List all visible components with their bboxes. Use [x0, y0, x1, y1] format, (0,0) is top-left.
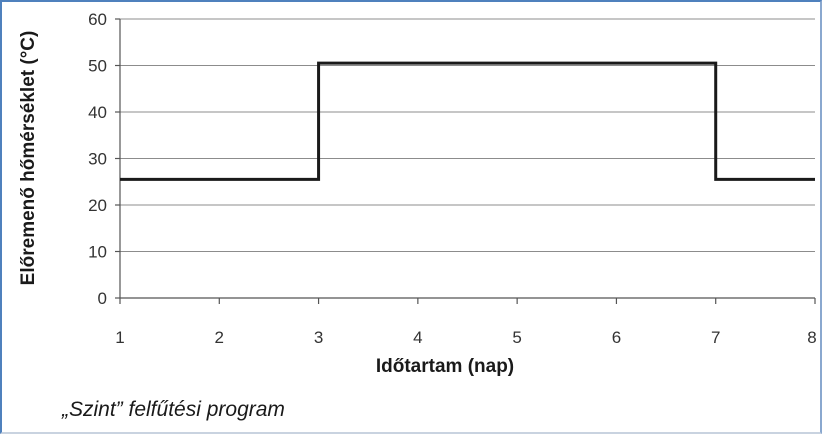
y-tick-label-60: 60	[88, 10, 107, 29]
x-tick-label-5: 5	[512, 328, 521, 347]
y-tick-label-0: 0	[98, 289, 107, 308]
x-tick-label-4: 4	[413, 328, 422, 347]
y-tick-label-20: 20	[88, 196, 107, 215]
x-tick-label-8: 8	[807, 328, 816, 347]
y-axis-label: Előremenő hőmérséklet (°C)	[18, 31, 39, 286]
x-axis-label: Időtartam (nap)	[376, 356, 514, 377]
x-tick-label-7: 7	[711, 328, 720, 347]
data-series	[120, 61, 815, 181]
x-tick-label-2: 2	[215, 328, 224, 347]
y-tick-label-30: 30	[88, 150, 107, 169]
x-tick-label-3: 3	[314, 328, 323, 347]
axes	[115, 18, 816, 304]
y-tick-label-50: 50	[88, 57, 107, 76]
x-tick-label-6: 6	[612, 328, 621, 347]
tick-labels: 0 10 20 30 40 50 60 1 2 3 4 5 6 7 8	[88, 10, 817, 347]
y-tick-label-10: 10	[88, 243, 107, 262]
grid-lines	[120, 18, 815, 252]
series-line-0	[120, 61, 815, 181]
figure-caption: „Szint” felfűtési program	[62, 398, 285, 421]
x-tick-label-1: 1	[115, 328, 124, 347]
y-tick-label-40: 40	[88, 103, 107, 122]
